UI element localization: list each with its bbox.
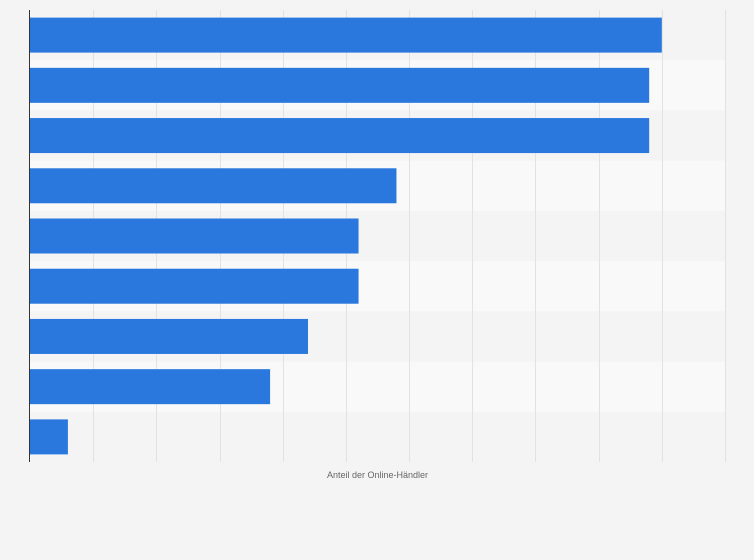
bar[interactable]: [30, 168, 397, 204]
bar[interactable]: [30, 419, 68, 455]
row-band: [30, 411, 725, 462]
bar[interactable]: [30, 318, 308, 354]
bar[interactable]: [30, 218, 359, 254]
bar[interactable]: [30, 369, 271, 405]
bar[interactable]: [30, 118, 650, 154]
bar[interactable]: [30, 268, 359, 304]
bars: [30, 17, 662, 455]
bar[interactable]: [30, 17, 662, 53]
bar[interactable]: [30, 67, 650, 103]
x-axis-label: Anteil der Online-Händler: [327, 470, 428, 480]
